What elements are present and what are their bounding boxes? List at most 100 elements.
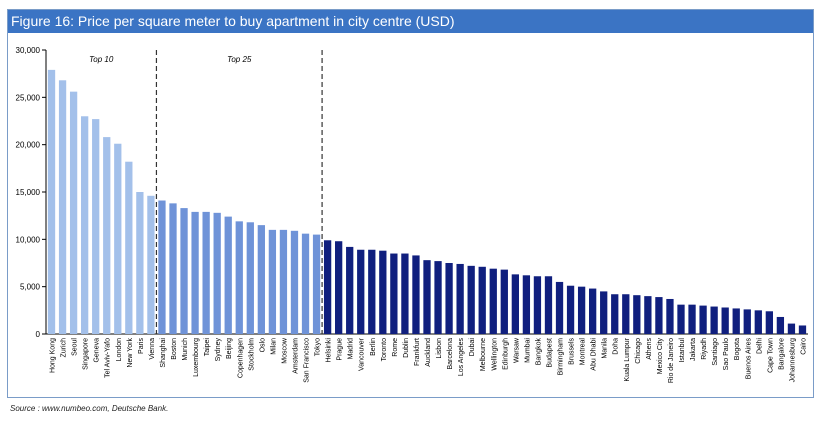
bar (279, 229, 288, 334)
bar (158, 200, 166, 334)
chart-title-bar: Figure 16: Price per square meter to buy… (7, 9, 813, 33)
x-tick-label: Taipei (204, 338, 211, 357)
x-tick-label: Jakarta (690, 338, 697, 361)
bar (589, 288, 597, 334)
x-tick-label: Vancouver (359, 337, 366, 371)
bar (456, 263, 464, 334)
x-tick-label: Buenos Aires (745, 338, 752, 380)
bar (103, 137, 111, 334)
bar (555, 281, 564, 334)
x-tick-label: Chicago (635, 338, 642, 364)
x-tick-label: Birmingham (558, 338, 565, 376)
bar (58, 80, 67, 334)
x-tick-label: Bogota (734, 338, 741, 360)
bar (390, 253, 398, 334)
bar (213, 212, 221, 334)
x-tick-label: London (116, 338, 123, 361)
x-tick-label: Dubai (469, 338, 476, 357)
bar (677, 304, 685, 334)
x-tick-label: Bangkok (535, 338, 542, 366)
bar (147, 195, 155, 334)
bar (600, 291, 608, 334)
x-tick-label: Dublin (403, 338, 410, 358)
x-tick-label: Frankfurt (414, 338, 421, 366)
x-tick-label: Shanghai (160, 338, 167, 368)
x-tick-label: Helsinki (326, 338, 333, 363)
bar (125, 161, 133, 334)
bar (511, 274, 519, 334)
bar (721, 307, 729, 334)
x-tick-label: Mexico City (657, 338, 664, 375)
x-tick-label: Geneva (94, 338, 101, 363)
bar (743, 309, 751, 334)
x-tick-label: Wellington (491, 338, 498, 371)
bar (544, 276, 553, 334)
bar (423, 260, 431, 334)
bar (202, 211, 210, 334)
bar (136, 192, 144, 334)
bar (357, 249, 365, 334)
x-tick-label: Boston (171, 338, 178, 360)
x-tick-label: Manila (602, 338, 609, 359)
bar (312, 234, 321, 334)
x-tick-label: Hong Kong (50, 338, 57, 373)
x-tick-label: Tel Aviv-Yafo (105, 338, 112, 378)
x-tick-label: Abu Dhabi (591, 338, 598, 371)
y-tick-label: 25,000 (16, 93, 41, 102)
y-tick-label: 0 (36, 330, 41, 339)
bar (191, 211, 199, 334)
bar (401, 253, 409, 334)
bar (710, 306, 718, 334)
group-label: Top 10 (89, 55, 114, 64)
x-tick-label: Munich (182, 338, 189, 361)
bar (489, 268, 497, 334)
bar (776, 316, 785, 334)
bar (346, 246, 354, 334)
bar (379, 250, 387, 334)
x-tick-label: Madrid (348, 338, 355, 360)
bar (81, 116, 89, 335)
x-tick-label: Rio de Janeiro (668, 338, 675, 383)
x-tick-label: Doha (613, 338, 620, 355)
bar (611, 294, 619, 334)
bar (478, 266, 486, 334)
bar (412, 255, 420, 334)
x-tick-label: Athens (646, 338, 653, 360)
x-tick-label: Prague (337, 338, 344, 361)
x-tick-label: Seoul (72, 338, 79, 356)
bar (787, 323, 796, 334)
bar (666, 298, 674, 334)
x-tick-label: Riyadh (701, 338, 708, 360)
x-tick-label: Edinburgh (502, 338, 509, 370)
bar (368, 249, 376, 334)
source-note: Source : www.numbeo.com, Deutsche Bank. (10, 404, 169, 413)
x-tick-label: Warsaw (513, 337, 520, 363)
bar (644, 296, 652, 334)
bar (522, 275, 531, 334)
x-tick-label: Copenhagen (237, 338, 244, 378)
x-tick-label: Zurich (61, 338, 68, 358)
bar (577, 286, 586, 334)
y-tick-label: 5,000 (20, 283, 41, 292)
x-tick-label: Stockholm (248, 338, 255, 371)
x-tick-label: Bangalore (778, 338, 785, 370)
bar (533, 276, 542, 334)
source-divider (8, 397, 814, 398)
x-tick-label: Toronto (381, 338, 388, 361)
x-tick-label: Barcelona (447, 338, 454, 370)
x-tick-label: Luxembourg (193, 338, 200, 377)
x-tick-label: San Francisco (304, 338, 311, 383)
bar (500, 269, 508, 334)
bar (224, 216, 232, 334)
x-tick-label: Sydney (215, 338, 222, 362)
bar (699, 305, 707, 334)
bar (622, 294, 630, 334)
x-tick-label: Moscow (281, 337, 288, 364)
bar (47, 69, 56, 334)
x-tick-label: Kuala Lumpur (624, 337, 631, 381)
x-tick-label: Sao Paulo (723, 338, 730, 370)
bar (301, 233, 310, 334)
x-tick-label: Brussels (569, 338, 576, 365)
x-tick-label: Auckland (425, 338, 432, 367)
x-tick-label: Cairo (800, 338, 807, 355)
